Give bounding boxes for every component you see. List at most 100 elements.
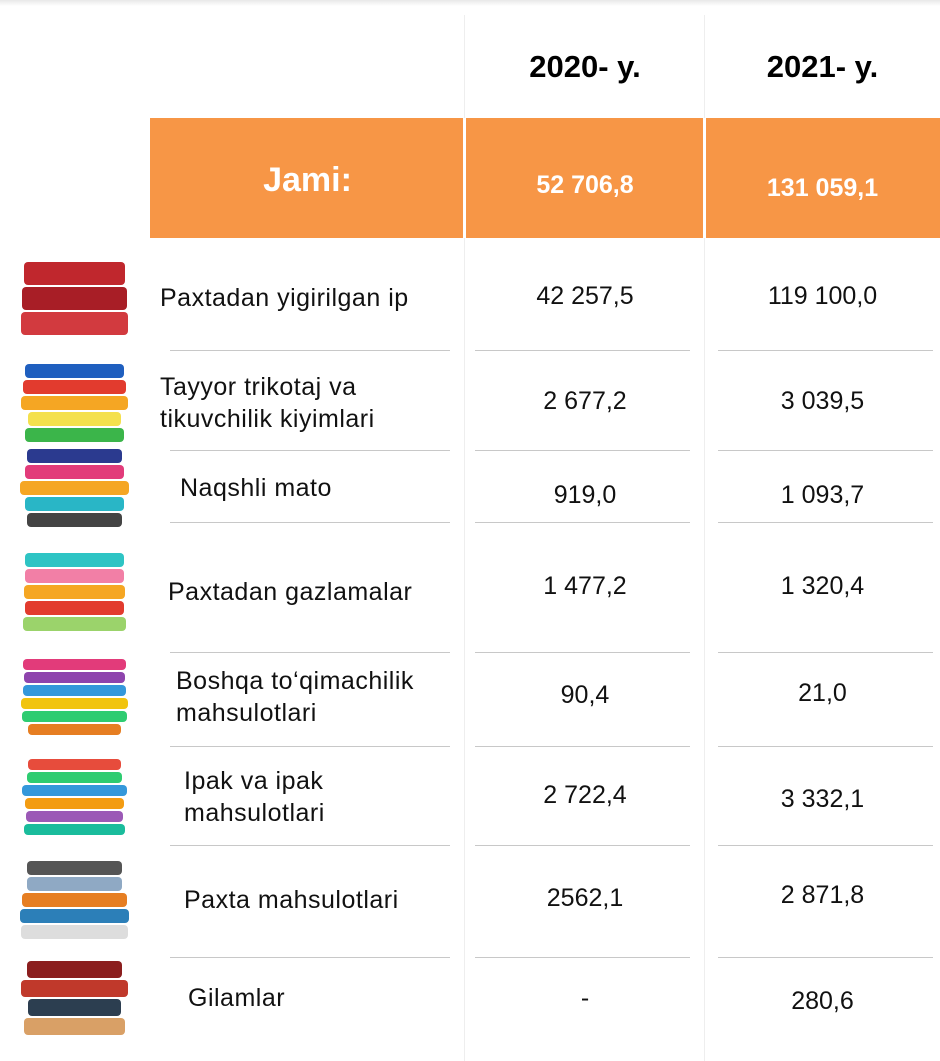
icon-stripe: [22, 287, 127, 310]
icon-stripe: [22, 893, 128, 907]
icon-stripe: [26, 811, 123, 822]
row-separator: [170, 746, 450, 747]
total-label: Jami:: [150, 118, 465, 243]
icon-stripe: [25, 497, 124, 511]
row-separator: [475, 845, 690, 846]
icon-stripe: [24, 824, 124, 835]
row-label: Tayyor trikotaj va: [160, 371, 357, 403]
row-separator: [718, 746, 933, 747]
product-icon: [12, 547, 137, 637]
product-icon: [12, 443, 137, 533]
icon-stripe: [21, 698, 129, 709]
icon-stripe: [23, 659, 125, 670]
row-separator: [170, 845, 450, 846]
icon-stripe: [23, 685, 126, 696]
icon-stripe: [22, 711, 126, 722]
value-2020: 90,4: [465, 681, 705, 710]
icon-stripe: [23, 380, 126, 394]
row-separator: [718, 652, 933, 653]
icon-stripe: [25, 553, 123, 567]
total-value: 52 706,8: [465, 118, 705, 253]
value-2021: 3 039,5: [705, 387, 940, 416]
icon-stripe: [25, 364, 123, 378]
icon-stripe: [22, 785, 127, 796]
total-value: 131 059,1: [705, 118, 940, 258]
value-2020: 2 722,4: [465, 781, 705, 810]
top-shadow: [0, 0, 940, 6]
row-separator: [718, 450, 933, 451]
row-label: Gilamlar: [188, 982, 285, 1014]
icon-stripe: [25, 569, 123, 583]
row-label: tikuvchilik kiyimlari: [160, 403, 375, 435]
value-2020: 919,0: [465, 481, 705, 510]
icon-stripe: [23, 617, 126, 631]
icon-stripe: [27, 961, 123, 978]
value-2020: 1 477,2: [465, 572, 705, 601]
value-2020: -: [465, 984, 705, 1013]
icon-stripe: [21, 312, 128, 335]
value-2020: 2562,1: [465, 884, 705, 913]
row-separator: [475, 652, 690, 653]
product-icon: [12, 855, 137, 945]
row-separator: [718, 350, 933, 351]
row-separator: [475, 450, 690, 451]
icon-stripe: [20, 909, 128, 923]
row-separator: [170, 957, 450, 958]
row-label: Paxta mahsulotlari: [184, 884, 399, 916]
icon-stripe: [25, 798, 124, 809]
row-separator: [170, 522, 450, 523]
icon-stripe: [24, 672, 126, 683]
row-label: mahsulotlari: [176, 697, 317, 729]
icon-stripe: [27, 877, 121, 891]
icon-stripe: [21, 925, 128, 939]
icon-stripe: [27, 513, 123, 527]
value-2021: 119 100,0: [705, 282, 940, 311]
row-separator: [475, 350, 690, 351]
row-separator: [170, 652, 450, 653]
icon-stripe: [25, 601, 125, 615]
row-separator: [718, 522, 933, 523]
icon-stripe: [24, 585, 125, 599]
icon-stripe: [28, 724, 121, 735]
row-label: Ipak va ipak: [184, 765, 323, 797]
icon-stripe: [27, 449, 121, 463]
icon-stripe: [28, 412, 122, 426]
row-separator: [170, 450, 450, 451]
icon-stripe: [24, 262, 125, 285]
row-label: Paxtadan yigirilgan ip: [160, 282, 409, 314]
value-2021: 3 332,1: [705, 785, 940, 814]
icon-stripe: [28, 759, 121, 770]
row-separator: [170, 350, 450, 351]
icon-stripe: [25, 428, 124, 442]
product-icon: [12, 358, 137, 448]
icon-stripe: [24, 1018, 124, 1035]
value-2021: 21,0: [705, 679, 940, 708]
row-label: Naqshli mato: [180, 472, 332, 504]
icon-stripe: [21, 980, 127, 997]
icon-stripe: [21, 396, 128, 410]
value-2021: 1 320,4: [705, 572, 940, 601]
row-separator: [718, 957, 933, 958]
icon-stripe: [25, 465, 124, 479]
product-icon: [12, 652, 137, 742]
icon-stripe: [27, 861, 122, 875]
value-2021: 2 871,8: [705, 881, 940, 910]
icon-stripe: [27, 772, 121, 783]
icon-stripe: [20, 481, 129, 495]
value-2021: 1 093,7: [705, 481, 940, 510]
row-separator: [475, 957, 690, 958]
row-separator: [475, 746, 690, 747]
row-label: Boshqa to‘qimachilik: [176, 665, 414, 697]
value-2020: 42 257,5: [465, 282, 705, 311]
icon-stripe: [28, 999, 122, 1016]
year-header: 2020- y.: [465, 15, 705, 118]
row-label: Paxtadan gazlamalar: [168, 576, 412, 608]
product-icon: [12, 953, 137, 1043]
page: 2020- y. 2021- y. Jami: 52 706,8 131 059…: [0, 0, 940, 1061]
value-2021: 280,6: [705, 987, 940, 1016]
row-separator: [718, 845, 933, 846]
product-icon: [12, 752, 137, 842]
row-separator: [475, 522, 690, 523]
year-header: 2021- y.: [705, 15, 940, 118]
product-icon: [12, 253, 137, 343]
